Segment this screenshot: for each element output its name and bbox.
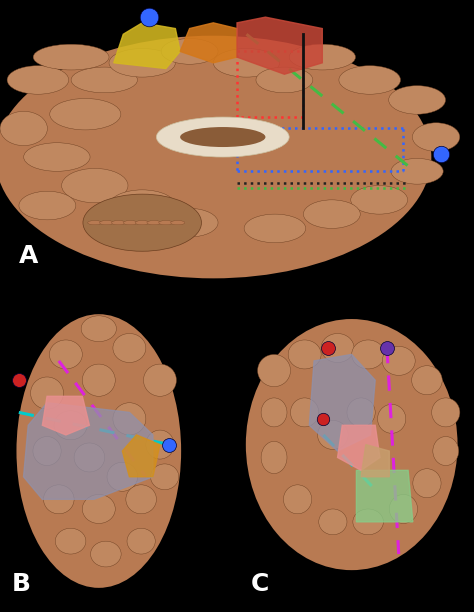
- Ellipse shape: [151, 464, 179, 490]
- Ellipse shape: [180, 127, 265, 147]
- Ellipse shape: [291, 398, 319, 427]
- Ellipse shape: [123, 220, 137, 225]
- Ellipse shape: [411, 366, 442, 395]
- Ellipse shape: [378, 405, 406, 433]
- Ellipse shape: [82, 494, 115, 523]
- Ellipse shape: [113, 334, 146, 362]
- Ellipse shape: [389, 494, 418, 523]
- Ellipse shape: [318, 420, 348, 449]
- Ellipse shape: [156, 117, 289, 157]
- Ellipse shape: [283, 485, 312, 514]
- Ellipse shape: [0, 111, 47, 146]
- Ellipse shape: [256, 67, 313, 93]
- Ellipse shape: [413, 469, 441, 498]
- Ellipse shape: [261, 398, 287, 427]
- Ellipse shape: [288, 340, 321, 369]
- Ellipse shape: [135, 220, 149, 225]
- Ellipse shape: [44, 485, 74, 514]
- Ellipse shape: [244, 214, 306, 243]
- Ellipse shape: [146, 430, 174, 459]
- Ellipse shape: [412, 123, 460, 151]
- Ellipse shape: [111, 220, 126, 225]
- Ellipse shape: [389, 86, 446, 114]
- Ellipse shape: [50, 99, 121, 130]
- Point: [319, 414, 327, 424]
- Polygon shape: [361, 444, 389, 477]
- Text: A: A: [19, 244, 38, 269]
- Ellipse shape: [55, 528, 86, 554]
- Ellipse shape: [126, 485, 156, 514]
- Polygon shape: [180, 23, 237, 63]
- Polygon shape: [310, 354, 375, 451]
- Ellipse shape: [246, 319, 457, 570]
- Ellipse shape: [319, 509, 347, 535]
- Polygon shape: [356, 471, 413, 522]
- Ellipse shape: [351, 185, 408, 214]
- Ellipse shape: [144, 364, 176, 397]
- Point: [383, 343, 391, 353]
- Ellipse shape: [31, 377, 64, 409]
- Polygon shape: [24, 403, 153, 499]
- Ellipse shape: [49, 340, 82, 369]
- Ellipse shape: [62, 168, 128, 203]
- Ellipse shape: [321, 334, 354, 362]
- Ellipse shape: [257, 354, 291, 387]
- Ellipse shape: [171, 220, 185, 225]
- Ellipse shape: [382, 346, 415, 375]
- Ellipse shape: [353, 509, 383, 535]
- Ellipse shape: [7, 65, 69, 94]
- Text: C: C: [251, 572, 269, 596]
- Ellipse shape: [54, 411, 87, 440]
- Ellipse shape: [213, 48, 280, 77]
- Polygon shape: [42, 397, 90, 435]
- Ellipse shape: [432, 398, 460, 427]
- Point: [165, 439, 173, 449]
- Ellipse shape: [91, 541, 121, 567]
- Ellipse shape: [88, 220, 102, 225]
- Ellipse shape: [289, 44, 356, 70]
- Point: [15, 375, 23, 385]
- Ellipse shape: [0, 35, 431, 278]
- Ellipse shape: [81, 316, 117, 341]
- Ellipse shape: [352, 340, 384, 369]
- Ellipse shape: [159, 220, 173, 225]
- Ellipse shape: [24, 143, 90, 171]
- Ellipse shape: [303, 200, 360, 228]
- Ellipse shape: [391, 159, 443, 184]
- Ellipse shape: [339, 65, 401, 94]
- Ellipse shape: [113, 403, 146, 435]
- Ellipse shape: [109, 48, 175, 77]
- Ellipse shape: [74, 443, 105, 472]
- Ellipse shape: [107, 462, 137, 491]
- Point: [437, 149, 445, 159]
- Ellipse shape: [33, 44, 109, 70]
- Ellipse shape: [261, 441, 287, 474]
- Polygon shape: [237, 17, 322, 74]
- Text: B: B: [12, 572, 31, 596]
- Ellipse shape: [161, 209, 218, 237]
- Ellipse shape: [33, 436, 61, 466]
- Ellipse shape: [17, 314, 181, 588]
- Ellipse shape: [100, 220, 114, 225]
- Point: [146, 12, 153, 22]
- Ellipse shape: [147, 220, 161, 225]
- Ellipse shape: [19, 192, 76, 220]
- Ellipse shape: [109, 190, 175, 222]
- Point: [324, 343, 332, 353]
- Ellipse shape: [82, 364, 115, 397]
- Ellipse shape: [161, 39, 218, 64]
- Polygon shape: [114, 23, 180, 69]
- Ellipse shape: [127, 528, 155, 554]
- Ellipse shape: [83, 194, 201, 252]
- Ellipse shape: [433, 436, 459, 466]
- Ellipse shape: [347, 398, 375, 427]
- Ellipse shape: [71, 67, 137, 93]
- Polygon shape: [337, 425, 380, 471]
- Polygon shape: [122, 435, 160, 477]
